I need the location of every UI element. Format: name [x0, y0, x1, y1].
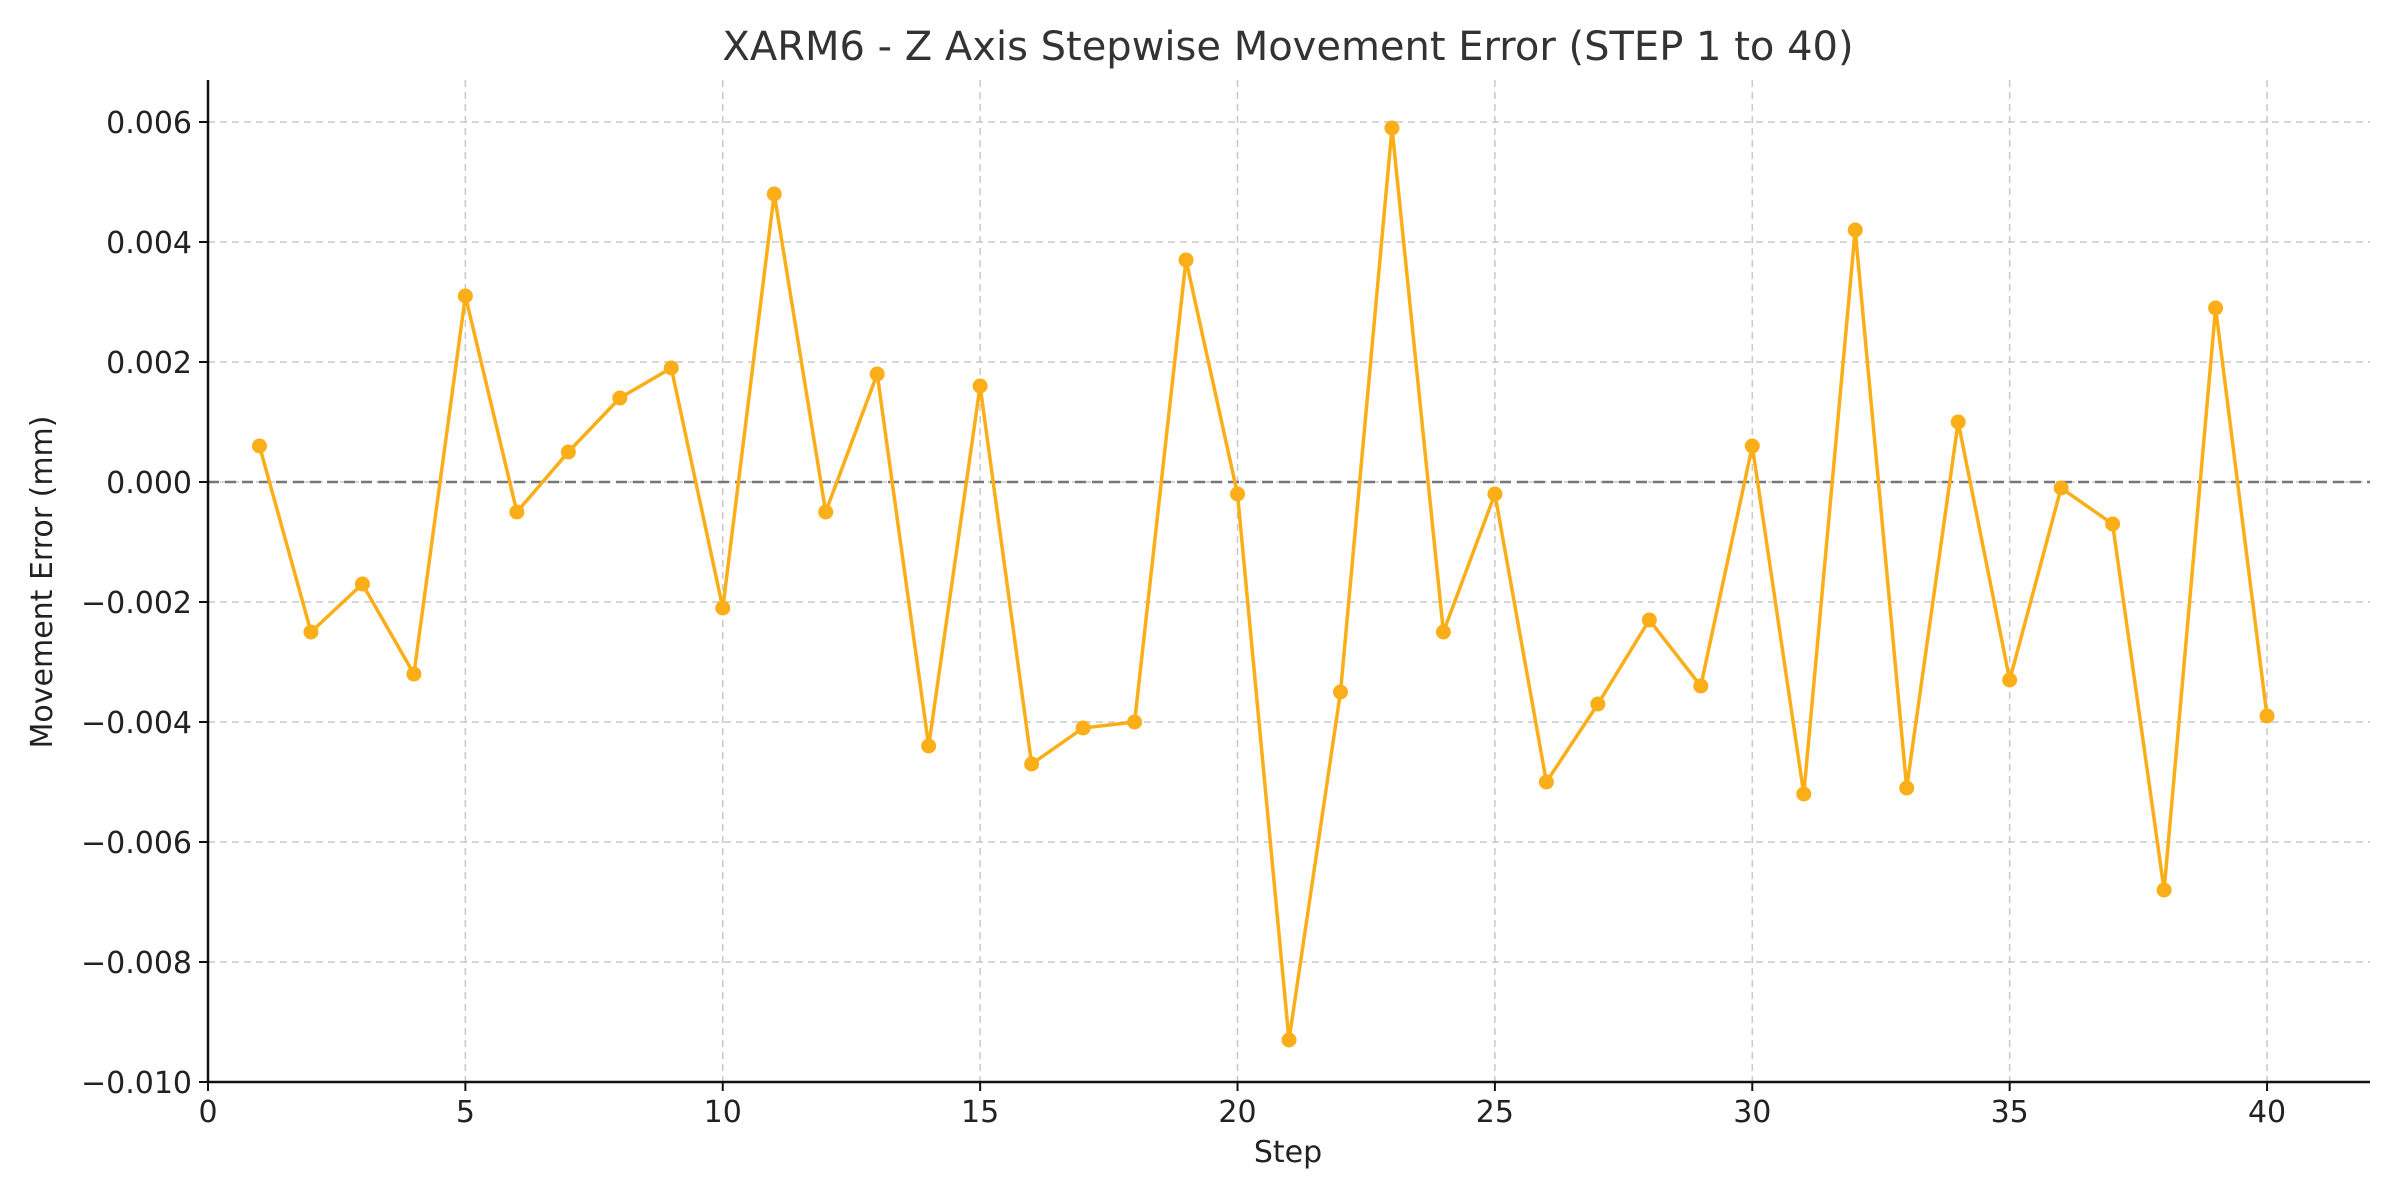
data-point — [1487, 486, 1503, 502]
data-point — [1693, 678, 1709, 694]
y-tick-label: 0.000 — [106, 466, 192, 501]
y-axis-ticks: −0.010 −0.008 −0.006 −0.004 −0.002 0.000 0.002… — [81, 106, 208, 1101]
data-point — [663, 360, 679, 376]
data-point — [1847, 222, 1863, 238]
data-point — [354, 576, 370, 592]
data-point — [303, 624, 319, 640]
data-point — [1744, 438, 1760, 454]
data-point — [2105, 516, 2121, 532]
data-point — [921, 738, 937, 754]
x-axis-label: Step — [1254, 1135, 1322, 1170]
x-tick-label: 15 — [961, 1095, 999, 1130]
data-point — [1127, 714, 1143, 730]
x-axis-ticks: 0 5 10 15 20 25 30 35 40 — [198, 1082, 2286, 1130]
data-point — [1435, 624, 1451, 640]
data-point — [1590, 696, 1606, 712]
y-tick-label: 0.006 — [106, 106, 192, 141]
x-tick-label: 5 — [456, 1095, 475, 1130]
data-point — [612, 390, 628, 406]
data-point — [2053, 480, 2069, 496]
data-point — [1024, 756, 1040, 772]
data-point — [715, 600, 731, 616]
data-point — [1178, 252, 1194, 268]
x-tick-label: 35 — [1991, 1095, 2029, 1130]
chart-title: XARM6 - Z Axis Stepwise Movement Error (… — [722, 24, 1853, 70]
data-point — [1075, 720, 1091, 736]
y-tick-label: −0.006 — [81, 826, 192, 861]
data-point — [251, 438, 267, 454]
data-point — [1950, 414, 1966, 430]
data-point — [2002, 672, 2018, 688]
y-tick-label: −0.002 — [81, 586, 192, 621]
axes — [206, 80, 2370, 1084]
data-point — [1538, 774, 1554, 790]
data-point — [2208, 300, 2224, 316]
data-point — [509, 504, 525, 520]
data-point — [457, 288, 473, 304]
x-tick-label: 30 — [1733, 1095, 1771, 1130]
data-point — [406, 666, 422, 682]
y-tick-label: 0.004 — [106, 226, 192, 261]
data-point — [1332, 684, 1348, 700]
data-point — [1230, 486, 1246, 502]
data-point — [818, 504, 834, 520]
x-tick-label: 25 — [1476, 1095, 1514, 1130]
data-point — [1899, 780, 1915, 796]
data-point — [1281, 1032, 1297, 1048]
x-tick-label: 40 — [2248, 1095, 2286, 1130]
data-point — [766, 186, 782, 202]
data-point — [1641, 612, 1657, 628]
data-point — [2156, 882, 2172, 898]
x-tick-label: 0 — [198, 1095, 217, 1130]
data-point — [2259, 708, 2275, 724]
data-point — [869, 366, 885, 382]
data-point — [972, 378, 988, 394]
y-tick-label: −0.008 — [81, 946, 192, 981]
y-tick-label: −0.010 — [81, 1066, 192, 1101]
x-tick-label: 20 — [1218, 1095, 1256, 1130]
x-tick-label: 10 — [704, 1095, 742, 1130]
data-points — [251, 120, 2275, 1048]
y-tick-label: −0.004 — [81, 706, 192, 741]
data-point — [1796, 786, 1812, 802]
series-line — [257, 126, 2269, 1042]
grid — [207, 80, 2370, 1083]
data-point — [1384, 120, 1400, 136]
y-axis-label: Movement Error (mm) — [25, 416, 60, 749]
y-tick-label: 0.002 — [106, 346, 192, 381]
data-point — [560, 444, 576, 460]
